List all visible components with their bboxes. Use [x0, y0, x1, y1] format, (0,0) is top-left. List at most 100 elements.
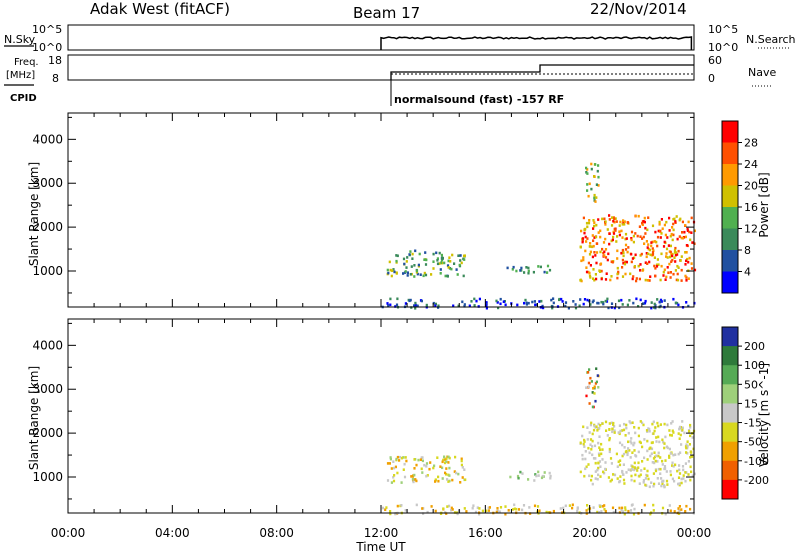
- power-echo-cell: [647, 247, 650, 251]
- power-echo-cell: [597, 218, 600, 221]
- power-echo-cell: [441, 257, 444, 261]
- power-echo-cell: [524, 298, 527, 302]
- power-echo-cell: [656, 298, 659, 301]
- velocity-echo-cell: [609, 479, 612, 483]
- velocity-echo-cell: [403, 462, 406, 466]
- power-echo-cell: [608, 214, 611, 217]
- power-echo-cell: [673, 217, 676, 221]
- power-echo-cell: [637, 214, 640, 218]
- velocity-echo-cell: [394, 465, 397, 469]
- power-ytick-label: 2000: [32, 220, 63, 234]
- velocity-echo-cell: [650, 481, 653, 484]
- power-echo-cell: [613, 306, 616, 310]
- cpid-row: CPID normalsound (fast) -157 RF: [10, 80, 564, 106]
- power-echo-cell: [674, 220, 677, 223]
- velocity-echo-cell: [456, 512, 459, 516]
- velocity-echo-cell: [588, 474, 591, 478]
- power-colorbar: 4 8 12 16 20 24 28: [721, 120, 758, 294]
- power-echo-cell: [687, 304, 690, 308]
- power-echo-cell: [448, 256, 451, 259]
- velocity-echo-cell: [495, 510, 498, 514]
- power-echo-cell: [574, 303, 577, 306]
- velocity-echo-cell: [463, 507, 466, 510]
- velocity-echo-cell: [400, 481, 403, 484]
- velocity-echo-cell: [633, 461, 636, 465]
- velocity-echo-cell: [673, 479, 676, 483]
- power-echo-cell: [604, 223, 607, 226]
- power-echo-cell: [653, 256, 656, 259]
- power-echo-cell: [496, 301, 499, 304]
- velocity-echo-cell: [448, 474, 451, 477]
- velocity-echo-cell: [639, 420, 642, 423]
- velocity-echo-cell: [637, 461, 640, 465]
- power-echo-cell: [665, 275, 668, 279]
- power-echo-cell: [615, 220, 618, 223]
- velocity-echo-cell: [396, 455, 399, 459]
- velocity-echo-cell: [654, 469, 658, 473]
- power-echo-cell: [590, 167, 593, 171]
- velocity-echo-cell: [655, 440, 658, 443]
- power-echo-cell: [608, 232, 611, 235]
- velocity-echo-cell: [677, 432, 680, 435]
- power-echo-cell: [425, 303, 428, 307]
- velocity-echo-cell: [450, 508, 453, 512]
- power-colorbar-tick-label: 8: [744, 244, 751, 257]
- velocity-echo-cell: [642, 423, 645, 427]
- power-echo-cell: [584, 249, 587, 253]
- velocity-echo-cell: [559, 507, 562, 510]
- power-echo-cell: [649, 253, 652, 257]
- velocity-echo-cell: [663, 465, 667, 468]
- x-tick-label: 20:00: [572, 526, 607, 540]
- nave-label: Nave: [748, 66, 776, 79]
- velocity-echo-cell: [591, 432, 594, 436]
- power-echo-cell: [684, 263, 687, 266]
- velocity-echo-cell: [633, 441, 636, 445]
- power-echo-cell: [589, 242, 592, 245]
- power-echo-cell: [567, 306, 570, 310]
- velocity-echo-cell: [528, 506, 531, 509]
- velocity-echo-cell: [389, 512, 392, 516]
- velocity-echo-cell: [618, 463, 622, 467]
- velocity-colorbar-segment: [722, 365, 738, 385]
- power-echo-cell: [665, 252, 668, 255]
- power-echo-cell: [592, 227, 595, 230]
- velocity-echo-cell: [639, 441, 642, 445]
- velocity-echo-cell: [626, 453, 629, 457]
- velocity-echo-cell: [663, 485, 666, 489]
- nsearch-tick-bottom: 10^0: [708, 41, 738, 54]
- nsky-trace: [380, 36, 693, 50]
- power-echo-cell: [642, 235, 645, 239]
- velocity-echo-cell: [445, 467, 448, 470]
- power-echo-cell: [403, 262, 406, 266]
- power-echo-cell: [622, 219, 625, 222]
- power-echo-cell: [660, 232, 663, 235]
- velocity-echo-cell: [596, 468, 599, 472]
- power-echo-cell: [684, 235, 687, 239]
- power-echo-cell: [579, 298, 582, 301]
- power-echo-cell: [408, 253, 411, 256]
- power-echo-cell: [669, 234, 672, 238]
- velocity-echo-cell: [624, 434, 627, 437]
- power-echo-cell: [540, 299, 543, 303]
- velocity-echo-cell: [684, 479, 687, 483]
- power-echo-cell: [634, 253, 637, 257]
- velocity-echo-cell: [487, 509, 490, 512]
- nsky-label: N.Sky: [4, 33, 36, 46]
- power-echo-cell: [690, 216, 693, 220]
- power-echo-cell: [470, 300, 473, 303]
- velocity-echo-cell: [661, 480, 664, 483]
- velocity-echo-cell: [549, 476, 552, 480]
- power-echo-cell: [659, 236, 662, 239]
- velocity-echo-cell: [598, 426, 601, 430]
- power-echo-cell: [432, 260, 435, 263]
- velocity-echo-cell: [665, 470, 668, 473]
- power-echo-cell: [687, 277, 690, 280]
- power-echo-cell: [595, 183, 598, 186]
- velocity-echo-cell: [613, 473, 617, 477]
- velocity-echo-cell: [647, 477, 650, 481]
- velocity-echo-cell: [657, 482, 661, 485]
- power-echo-cell: [405, 266, 408, 269]
- velocity-echo-cell: [633, 449, 636, 452]
- power-echo-cell: [646, 246, 649, 249]
- power-echo-cell: [587, 221, 591, 225]
